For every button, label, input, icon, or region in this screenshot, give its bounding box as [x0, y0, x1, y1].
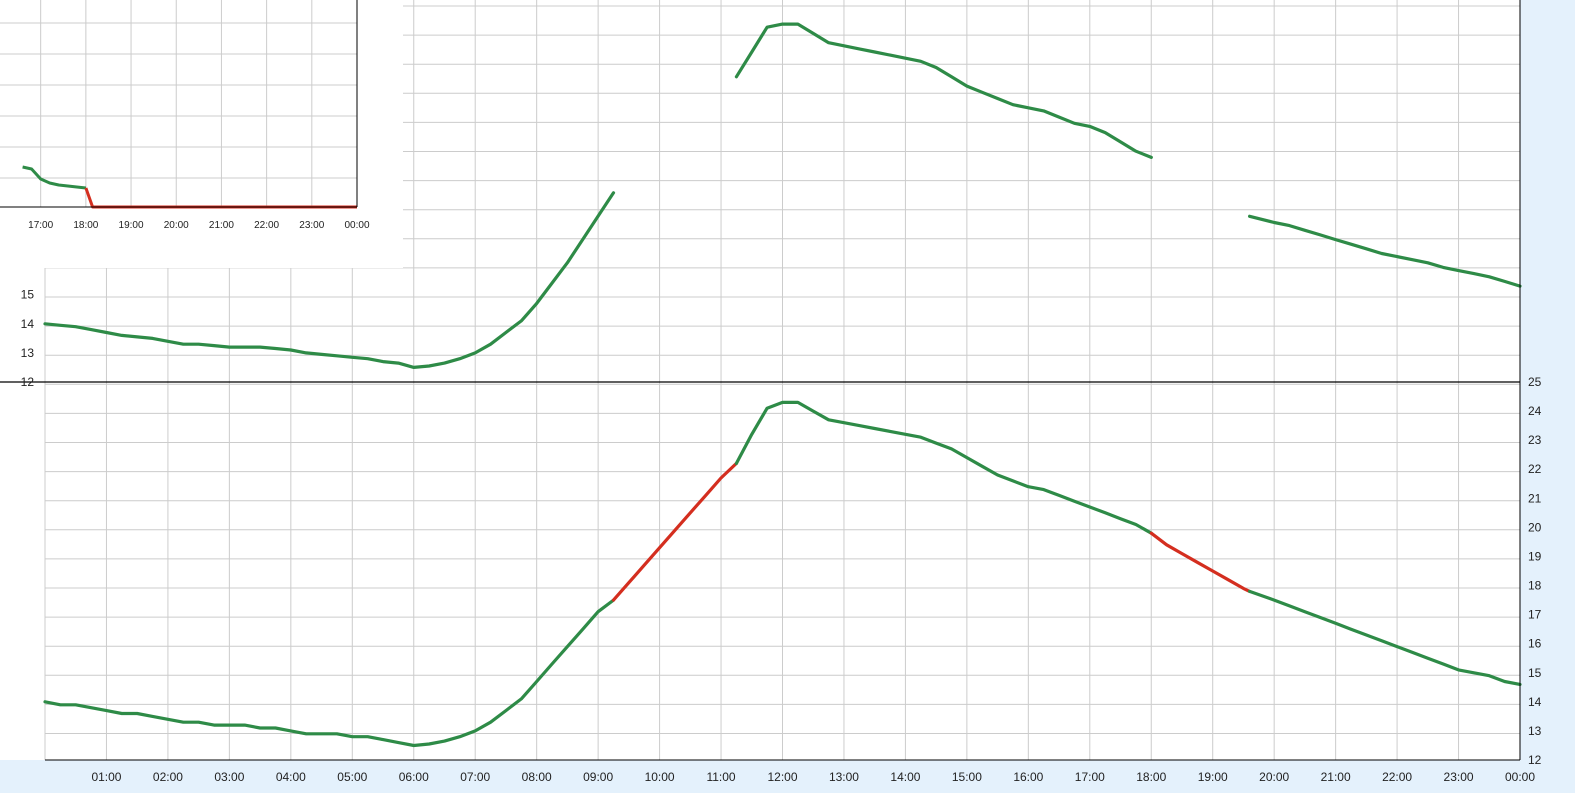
x-tick-label: 07:00	[460, 770, 490, 784]
y-right-tick-label: 12	[1528, 753, 1542, 767]
main-series-line-1	[611, 461, 739, 602]
y-right-tick-label: 18	[1528, 579, 1542, 593]
x-tick-label: 17:00	[1075, 770, 1105, 784]
x-tick-label: 18:00	[1136, 770, 1166, 784]
x-tick-label: 19:00	[1198, 770, 1228, 784]
x-tick-label: 23:00	[1444, 770, 1474, 784]
inset-x-tick-label: 22:00	[254, 220, 279, 231]
upper-series-group	[43, 191, 616, 369]
main-series-line-3	[1149, 531, 1252, 594]
upper-y-tick-label: 13	[21, 346, 35, 360]
main-series-group	[43, 400, 1522, 748]
inset-x-tick-label: 23:00	[299, 220, 324, 231]
x-tick-label: 04:00	[276, 770, 306, 784]
inset-grid	[0, 0, 358, 207]
upper-y-tick-labels: 15 14 13 12	[21, 288, 35, 389]
x-tick-label: 00:00	[1505, 770, 1535, 784]
x-tick-label: 11:00	[706, 770, 735, 784]
y-right-tick-label: 20	[1528, 520, 1542, 534]
upper-left-panel	[0, 268, 45, 760]
inset-x-tick-label: 17:00	[28, 220, 53, 231]
y-right-tick-label: 13	[1528, 724, 1542, 738]
upper-series-line-0	[43, 191, 616, 369]
inset-x-tick-label: 18:00	[73, 220, 98, 231]
y-right-tick-label: 17	[1528, 608, 1542, 622]
inset-x-tick-label: 21:00	[209, 220, 234, 231]
y-right-tick-label: 23	[1528, 433, 1542, 447]
x-tick-label: 22:00	[1382, 770, 1412, 784]
x-tick-label: 09:00	[583, 770, 613, 784]
y-right-tick-label: 24	[1528, 404, 1542, 418]
main-series-line-0	[43, 598, 616, 748]
inset-x-tick-label: 19:00	[119, 220, 144, 231]
upper-y-tick-label: 12	[21, 375, 35, 389]
y-right-tick-label: 15	[1528, 666, 1542, 680]
inset-x-tick-label: 00:00	[344, 220, 369, 231]
x-tick-label: 16:00	[1013, 770, 1043, 784]
x-tick-label: 15:00	[952, 770, 982, 784]
y-right-tick-label: 14	[1528, 695, 1542, 709]
x-tick-label: 06:00	[399, 770, 429, 784]
inset-x-tick-labels: 17:00 18:00 19:00 20:00 21:00 22:00 23:00 00:00	[28, 220, 370, 231]
radiation-series-group	[734, 22, 1522, 288]
upper-y-tick-label: 14	[21, 317, 35, 331]
upper-y-tick-label: 15	[21, 288, 35, 302]
inset-background	[0, 0, 403, 268]
y-right-tick-label: 22	[1528, 462, 1542, 476]
x-tick-label: 08:00	[522, 770, 552, 784]
x-tick-labels: 01:00 02:00 03:00 04:00 05:00 06:00 07:00 08:00…	[91, 770, 1535, 784]
inset-chart: 17:00 18:00 19:00 20:00 21:00 22:00 23:00 00:00	[0, 0, 403, 268]
x-tick-label: 02:00	[153, 770, 183, 784]
x-tick-label: 12:00	[767, 770, 797, 784]
x-tick-label: 20:00	[1259, 770, 1289, 784]
x-tick-label: 13:00	[829, 770, 859, 784]
radiation-series-line-1	[1247, 214, 1522, 288]
y-right-tick-label: 21	[1528, 491, 1542, 505]
x-tick-label: 10:00	[645, 770, 675, 784]
inset-x-tick-label: 20:00	[164, 220, 189, 231]
y-right-tick-labels: 25 24 23 22 21 20 19 18 17 16 15 14 13 12	[1528, 375, 1542, 767]
y-right-tick-label: 25	[1528, 375, 1542, 389]
x-tick-label: 01:00	[91, 770, 121, 784]
radiation-series-line-0	[734, 22, 1153, 159]
main-series-line-4	[1247, 589, 1522, 687]
x-tick-label: 03:00	[214, 770, 244, 784]
main-series-line-2	[734, 400, 1153, 535]
y-right-tick-label: 19	[1528, 549, 1542, 563]
x-tick-label: 21:00	[1321, 770, 1351, 784]
y-right-tick-label: 16	[1528, 637, 1542, 651]
x-tick-label: 05:00	[337, 770, 367, 784]
x-tick-label: 14:00	[890, 770, 920, 784]
inset-series-line-0	[22, 165, 87, 190]
